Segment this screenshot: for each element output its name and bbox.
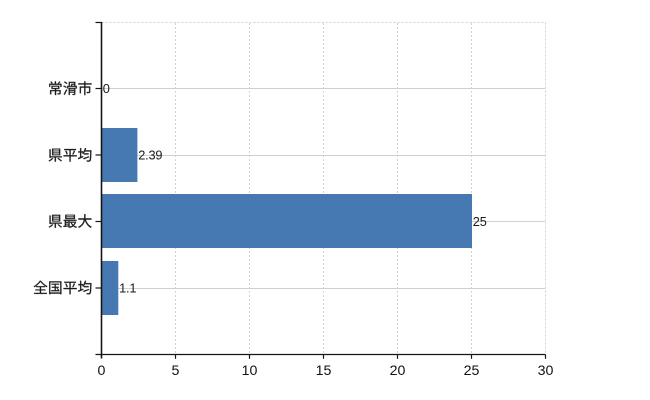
svg-text:20: 20 <box>390 363 406 379</box>
svg-text:10: 10 <box>242 363 258 379</box>
svg-text:1.1: 1.1 <box>119 280 136 295</box>
svg-text:5: 5 <box>172 363 180 379</box>
svg-text:30: 30 <box>538 363 554 379</box>
svg-text:2.39: 2.39 <box>138 148 162 163</box>
svg-text:15: 15 <box>316 363 332 379</box>
svg-text:25: 25 <box>464 363 480 379</box>
svg-text:0: 0 <box>98 363 106 379</box>
svg-text:25: 25 <box>473 214 487 229</box>
svg-text:0: 0 <box>103 81 110 96</box>
